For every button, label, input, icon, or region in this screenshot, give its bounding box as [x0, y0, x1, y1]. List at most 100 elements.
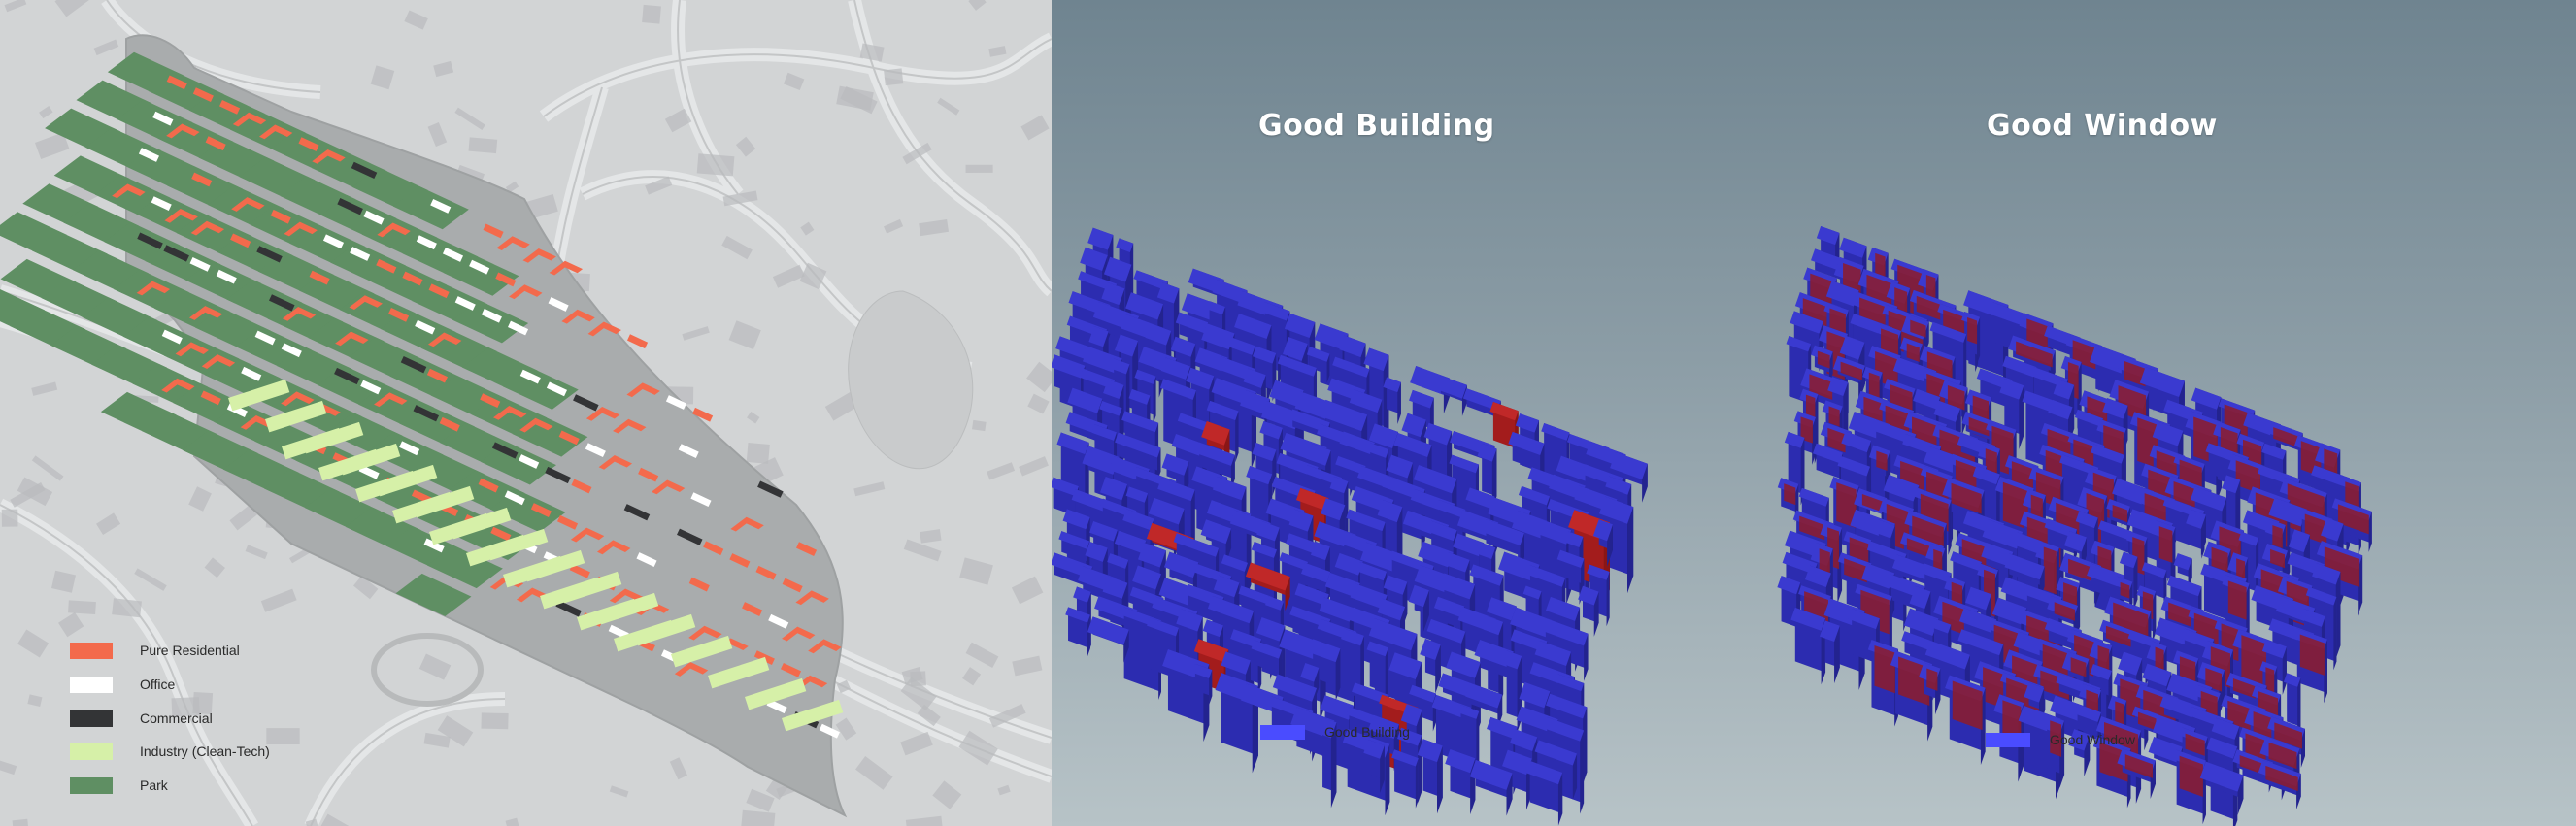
residential-block [688, 577, 710, 592]
building-top [1107, 553, 1129, 569]
residential-block [570, 527, 605, 543]
map-building [682, 326, 710, 341]
building-top [1170, 336, 1196, 357]
building-top [1368, 618, 1418, 651]
map-building [481, 712, 509, 730]
residential-block [402, 271, 423, 286]
commercial-block [413, 405, 440, 422]
building-top [1261, 302, 1290, 321]
map-building [525, 194, 558, 219]
building-top [1301, 562, 1331, 583]
building-side [1491, 448, 1497, 510]
window-highlight [2185, 733, 2205, 756]
building-top [1099, 476, 1128, 501]
map-building [31, 455, 64, 481]
window-highlight [2205, 667, 2223, 692]
legend-label: Office [140, 677, 176, 692]
window-highlight [1952, 680, 1983, 731]
map-road-edge [0, 504, 253, 826]
building-top [1317, 717, 1337, 739]
good-building [1945, 675, 1986, 765]
good-building [2199, 761, 2244, 815]
office-block [442, 248, 464, 262]
building-top [1306, 443, 1331, 466]
legend-item-residential: Pure Residential [70, 641, 240, 660]
building-top [1383, 575, 1408, 595]
residential-block [191, 172, 213, 187]
building-side [2282, 646, 2287, 695]
building-top [1462, 388, 1501, 412]
residential-block [549, 260, 584, 276]
office-block [546, 381, 567, 397]
building-top [1366, 641, 1388, 657]
building-top [1883, 474, 1920, 502]
window-highlight [2099, 742, 2128, 782]
building-top [1991, 597, 2027, 625]
building-top [1134, 369, 1156, 384]
map-building [920, 529, 942, 544]
building-top [1982, 519, 2024, 549]
map-building [972, 419, 987, 432]
office-block [216, 269, 237, 284]
building-top [1161, 453, 1189, 476]
building-top [1114, 334, 1139, 357]
building-side [1580, 730, 1585, 814]
building-top [1409, 389, 1434, 409]
building-renders [1052, 226, 2372, 826]
building-side [2084, 734, 2091, 776]
residential-block [530, 503, 552, 517]
building-top [1288, 509, 1314, 532]
building-top [1555, 674, 1585, 692]
map-building [39, 105, 53, 119]
good-building [1145, 323, 1172, 372]
map-building [229, 505, 257, 531]
residential-block [755, 565, 777, 580]
building-top [1116, 238, 1134, 252]
building-top [1202, 619, 1224, 638]
legend-label: Park [140, 777, 168, 793]
map-building [728, 320, 761, 350]
building-top [1929, 321, 1967, 343]
building-side [1557, 772, 1563, 826]
map-track [371, 633, 484, 707]
good-building [2063, 531, 2087, 571]
building-top [1339, 431, 1375, 455]
building-top [1319, 597, 1355, 622]
land-use-map [0, 0, 1052, 826]
good-building [2293, 628, 2327, 704]
good-building [1592, 519, 1613, 567]
map-building [54, 0, 93, 17]
residential-block [190, 220, 225, 236]
office-block [508, 320, 529, 336]
building-top [1306, 347, 1330, 362]
map-building [721, 235, 753, 260]
building-top [2102, 398, 2128, 419]
window-highlight [2040, 670, 2070, 700]
map-building [266, 728, 300, 745]
building-top [1251, 541, 1277, 558]
window-highlight [1836, 482, 1857, 529]
legend-swatch [70, 710, 113, 727]
residential-block [493, 406, 527, 420]
building-top [1924, 446, 1962, 475]
residential-block [489, 575, 524, 590]
residential-block [703, 541, 724, 556]
building-top [1972, 465, 2000, 485]
flagged-building [1201, 420, 1230, 469]
good-building [2117, 748, 2156, 799]
building-top [1386, 454, 1414, 479]
industry-block [318, 448, 381, 481]
residential-block [519, 417, 553, 433]
office-block [363, 210, 385, 225]
building-top [1525, 760, 1563, 785]
commercial-block [623, 504, 651, 521]
building-top [1377, 500, 1403, 523]
park-block [489, 489, 566, 533]
building-top [1195, 442, 1235, 466]
building-top [1207, 595, 1255, 624]
residential-block [782, 578, 803, 593]
building-top [1251, 640, 1283, 659]
building-top [1296, 487, 1329, 511]
good-building [2266, 421, 2303, 463]
window-highlight [2241, 635, 2270, 690]
